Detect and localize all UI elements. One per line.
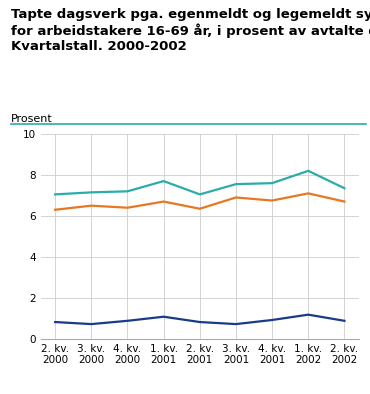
Egenmeldt bbox=[89, 322, 94, 327]
Legemeldt bbox=[89, 203, 94, 208]
Egenmeldt bbox=[270, 318, 274, 322]
Egenmeldt bbox=[125, 318, 130, 323]
Egenmeldt bbox=[342, 318, 347, 323]
Text: Prosent: Prosent bbox=[11, 114, 53, 124]
Totalt bbox=[161, 179, 166, 184]
Totalt bbox=[342, 186, 347, 191]
Legemeldt bbox=[306, 191, 310, 196]
Totalt bbox=[198, 192, 202, 197]
Egenmeldt bbox=[161, 314, 166, 319]
Legemeldt bbox=[342, 199, 347, 204]
Line: Egenmeldt: Egenmeldt bbox=[55, 315, 344, 324]
Egenmeldt bbox=[306, 312, 310, 317]
Text: Tapte dagsverk pga. egenmeldt og legemeldt sykefravær
for arbeidstakere 16-69 år: Tapte dagsverk pga. egenmeldt og legemel… bbox=[11, 8, 370, 53]
Line: Totalt: Totalt bbox=[55, 171, 344, 194]
Totalt bbox=[270, 181, 274, 186]
Totalt bbox=[125, 189, 130, 194]
Legemeldt bbox=[53, 207, 57, 212]
Legemeldt bbox=[198, 206, 202, 211]
Totalt bbox=[306, 169, 310, 173]
Line: Legemeldt: Legemeldt bbox=[55, 193, 344, 210]
Egenmeldt bbox=[198, 320, 202, 324]
Legemeldt bbox=[161, 199, 166, 204]
Legemeldt bbox=[234, 195, 238, 200]
Legemeldt bbox=[270, 198, 274, 203]
Egenmeldt bbox=[53, 320, 57, 324]
Totalt bbox=[234, 182, 238, 186]
Legemeldt bbox=[125, 205, 130, 210]
Totalt bbox=[53, 192, 57, 197]
Totalt bbox=[89, 190, 94, 195]
Egenmeldt bbox=[234, 322, 238, 327]
